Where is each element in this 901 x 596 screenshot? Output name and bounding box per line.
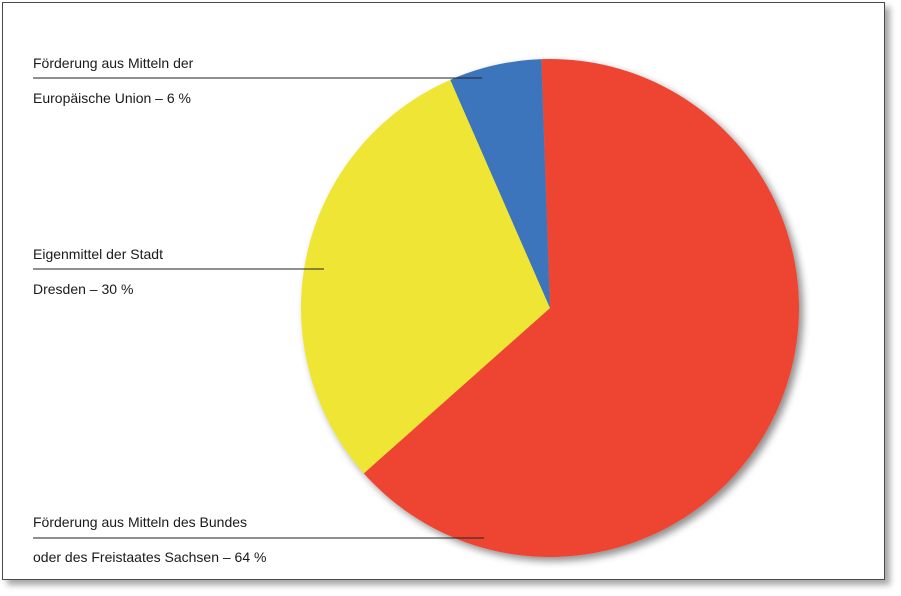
label-bund: Förderung aus Mitteln des Bundes oder de… (33, 514, 484, 565)
slice-bund (363, 58, 799, 557)
label-stadt-line2: Dresden – 30 % (33, 281, 133, 297)
label-stadt: Eigenmittel der Stadt Dresden – 30 % (33, 246, 324, 297)
slice-stadt (301, 79, 550, 474)
label-stadt-line1: Eigenmittel der Stadt (33, 246, 163, 262)
label-bund-line2: oder des Freistaates Sachsen – 64 % (33, 549, 266, 565)
label-eu-line1: Förderung aus Mitteln der (33, 55, 194, 71)
slice-eu (450, 59, 550, 309)
label-eu: Förderung aus Mitteln der Europäische Un… (33, 55, 482, 106)
label-eu-line2: Europäische Union – 6 % (33, 90, 191, 106)
label-bund-line1: Förderung aus Mitteln des Bundes (33, 514, 247, 530)
